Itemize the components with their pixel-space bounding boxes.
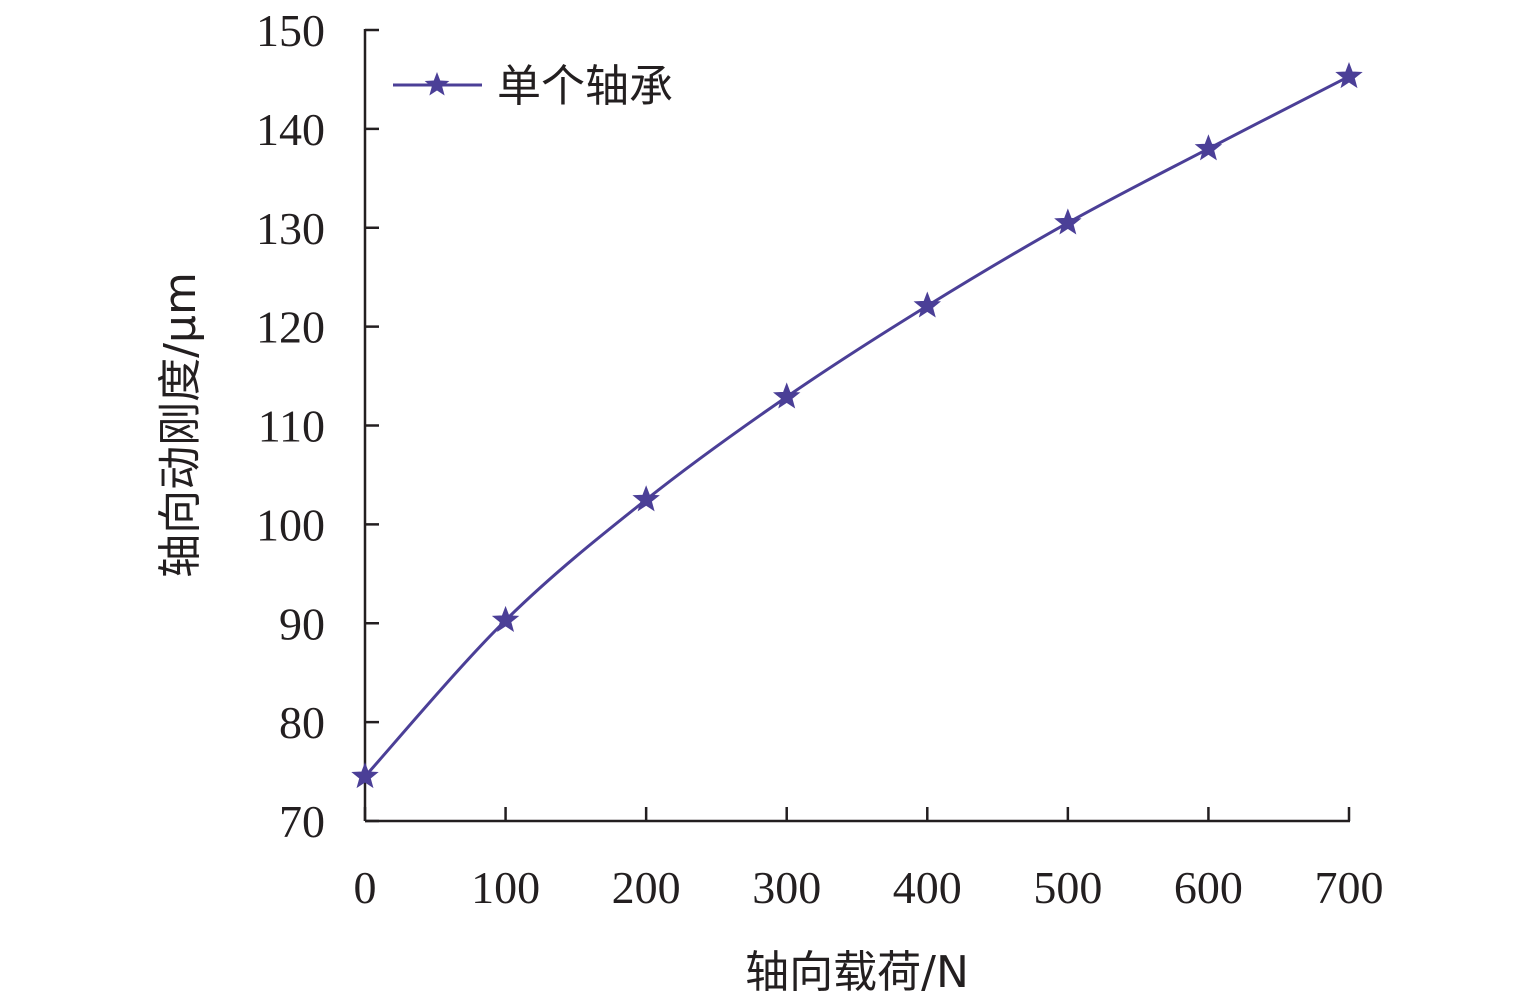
y-tick-label: 110 [258,401,325,452]
data-point-star [1194,134,1223,161]
series-line [363,75,1350,778]
x-tick-label: 700 [1315,862,1384,913]
x-tick-label: 200 [612,862,681,913]
y-axis-title: 轴向动刚度/μm [155,272,206,578]
data-point-star [1335,62,1363,89]
y-tick-label: 80 [279,697,325,748]
y-tick-label: 120 [256,302,325,353]
data-point-star [491,605,520,632]
legend-label: 单个轴承 [497,61,673,112]
data-point-star [632,485,660,512]
x-tick-label: 400 [893,862,962,913]
y-tick-label: 150 [256,5,325,56]
x-axis-title: 轴向载荷/N [745,947,969,998]
x-tick-label: 500 [1033,862,1102,913]
x-tick-label: 600 [1174,862,1243,913]
data-point-star [773,382,801,409]
x-tick-label: 300 [752,862,821,913]
x-axis-ticks: 0 100 200 300 400 500 600 700 [354,807,1384,913]
y-tick-label: 100 [256,499,325,550]
y-tick-label: 90 [279,598,325,649]
series-layer [351,62,1363,789]
x-tick-label: 100 [471,862,540,913]
data-point-star [1054,208,1082,235]
data-point-star [913,291,941,318]
legend: 单个轴承 [393,61,673,112]
y-tick-label: 140 [256,104,325,155]
legend-star-marker [424,72,450,96]
y-tick-label: 70 [279,796,325,847]
x-tick-label: 0 [354,862,377,913]
data-point-star [351,762,379,789]
y-axis-ticks: 70 80 90 100 110 120 130 140 150 [256,5,379,847]
y-tick-label: 130 [256,203,325,254]
